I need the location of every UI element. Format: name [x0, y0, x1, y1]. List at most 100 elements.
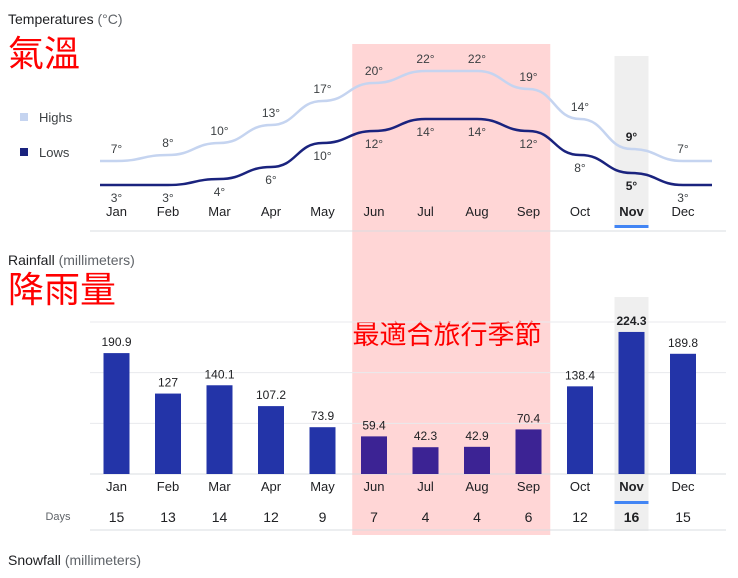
- rainfall-title-text: Rainfall: [8, 252, 55, 268]
- high-temp-label: 7°: [111, 142, 123, 156]
- month-tab-apr[interactable]: Apr: [261, 204, 282, 219]
- month-tab-dec[interactable]: Dec: [671, 204, 695, 219]
- rain-days-value: 13: [160, 509, 176, 525]
- temperature-title: Temperatures (°C): [8, 11, 123, 27]
- rainfall-title: Rainfall (millimeters): [8, 252, 135, 268]
- rain-days-value: 7: [370, 509, 378, 525]
- rainfall-bar-jan[interactable]: [103, 353, 130, 474]
- high-temp-label: 9°: [626, 130, 638, 144]
- high-temp-label: 17°: [313, 82, 331, 96]
- rainfall-value-label: 73.9: [311, 409, 335, 423]
- rain-month-tab-sep[interactable]: Sep: [517, 479, 540, 494]
- rain-days-value: 12: [263, 509, 279, 525]
- rain-month-tab-aug[interactable]: Aug: [465, 479, 488, 494]
- rain-days-value: 15: [675, 509, 691, 525]
- rain-month-tab-may[interactable]: May: [310, 479, 335, 494]
- high-temp-label: 13°: [262, 106, 280, 120]
- high-temp-label: 14°: [571, 100, 589, 114]
- lows-legend-label[interactable]: Lows: [39, 145, 70, 160]
- rainfall-bar-apr[interactable]: [258, 406, 284, 474]
- rain-days-value: 12: [572, 509, 588, 525]
- month-tab-jun[interactable]: Jun: [364, 204, 385, 219]
- high-temp-label: 8°: [162, 136, 174, 150]
- rain-days-value: 4: [422, 509, 430, 525]
- rainfall-unit: (millimeters): [59, 252, 135, 268]
- low-temp-label: 14°: [416, 125, 434, 139]
- temperature-plot: 7° 8° 10° 13° 17° 20° 22° 22° 19° 14° 9° 7° 3° 3° 4° 6°…: [100, 52, 712, 228]
- snowfall-title-text: Snowfall: [8, 552, 61, 568]
- lows-legend-swatch: [20, 148, 28, 156]
- rain-month-tab-oct[interactable]: Oct: [570, 479, 591, 494]
- month-tab-jul[interactable]: Jul: [417, 204, 434, 219]
- rain-month-tab-jan[interactable]: Jan: [106, 479, 127, 494]
- month-tab-nov[interactable]: Nov: [619, 204, 644, 219]
- highs-legend-label[interactable]: Highs: [39, 110, 73, 125]
- rainfall-value-label: 59.4: [362, 418, 386, 432]
- snowfall-title: Snowfall (millimeters): [8, 552, 141, 568]
- rain-days-value: 14: [212, 509, 228, 525]
- month-tab-feb[interactable]: Feb: [157, 204, 179, 219]
- low-temp-label: 8°: [574, 161, 586, 175]
- rain-days-value: 15: [109, 509, 125, 525]
- rain-month-tab-dec[interactable]: Dec: [671, 479, 695, 494]
- rainfall-value-label: 190.9: [101, 335, 131, 349]
- highs-line: [100, 69, 712, 163]
- high-temp-label: 20°: [365, 64, 383, 78]
- rainfall-bar-nov[interactable]: [618, 331, 645, 474]
- rainfall-bar-feb[interactable]: [155, 393, 181, 474]
- rainfall-value-label: 140.1: [204, 367, 234, 381]
- rainfall-value-label: 224.3: [616, 314, 646, 328]
- rain-month-tab-jun[interactable]: Jun: [364, 479, 385, 494]
- rainfall-bar-aug[interactable]: [464, 446, 490, 474]
- month-tab-may[interactable]: May: [310, 204, 335, 219]
- high-temp-label: 19°: [519, 70, 537, 84]
- month-tab-sep[interactable]: Sep: [517, 204, 540, 219]
- rainfall-bar-dec[interactable]: [670, 353, 696, 474]
- rainfall-value-label: 42.9: [465, 429, 489, 443]
- rainfall-value-label: 127: [158, 376, 178, 390]
- rain-month-tab-feb[interactable]: Feb: [157, 479, 179, 494]
- high-temp-label: 22°: [416, 52, 434, 66]
- low-temp-label: 4°: [214, 185, 226, 199]
- low-temp-label: 3°: [162, 191, 174, 205]
- best-season-label: 最適合旅行季節: [353, 320, 542, 351]
- temperature-annotation: 氣溫: [8, 34, 80, 75]
- month-tab-jan[interactable]: Jan: [106, 204, 127, 219]
- rain-month-tab-mar[interactable]: Mar: [208, 479, 231, 494]
- month-tab-oct[interactable]: Oct: [570, 204, 591, 219]
- rainfall-value-label: 70.4: [517, 411, 541, 425]
- high-temp-label: 10°: [210, 124, 228, 138]
- low-temp-label: 6°: [265, 173, 277, 187]
- low-temp-label: 12°: [365, 137, 383, 151]
- temperature-title-text: Temperatures: [8, 11, 94, 27]
- lows-line: [100, 117, 712, 187]
- rainfall-bar-oct[interactable]: [567, 386, 593, 474]
- month-tab-mar[interactable]: Mar: [208, 204, 231, 219]
- high-temp-label: 7°: [677, 142, 689, 156]
- low-temp-label: 3°: [677, 191, 689, 205]
- selected-month-indicator: [614, 225, 649, 228]
- rainfall-annotation: 降雨量: [8, 270, 116, 311]
- rainfall-bar-jul[interactable]: [412, 447, 439, 474]
- temperature-unit: (°C): [97, 11, 122, 27]
- rainfall-bar-mar[interactable]: [206, 385, 233, 474]
- rain-month-tab-apr[interactable]: Apr: [261, 479, 282, 494]
- snowfall-unit: (millimeters): [65, 552, 141, 568]
- low-temp-label: 5°: [626, 179, 638, 193]
- low-temp-label: 10°: [313, 149, 331, 163]
- low-temp-label: 3°: [111, 191, 123, 205]
- rain-selected-month-indicator: [614, 501, 649, 504]
- rain-month-tab-nov[interactable]: Nov: [619, 479, 644, 494]
- rain-month-tab-jul[interactable]: Jul: [417, 479, 434, 494]
- days-caption: Days: [45, 511, 71, 523]
- low-temp-label: 14°: [468, 125, 486, 139]
- rainfall-bar-sep[interactable]: [515, 429, 542, 474]
- selected-month-column-temperature: [614, 56, 649, 226]
- rainfall-bar-jun[interactable]: [361, 436, 387, 474]
- rainfall-bar-may[interactable]: [309, 427, 336, 474]
- highs-legend-swatch: [20, 113, 28, 121]
- month-tab-aug[interactable]: Aug: [465, 204, 488, 219]
- rainfall-value-label: 42.3: [414, 429, 438, 443]
